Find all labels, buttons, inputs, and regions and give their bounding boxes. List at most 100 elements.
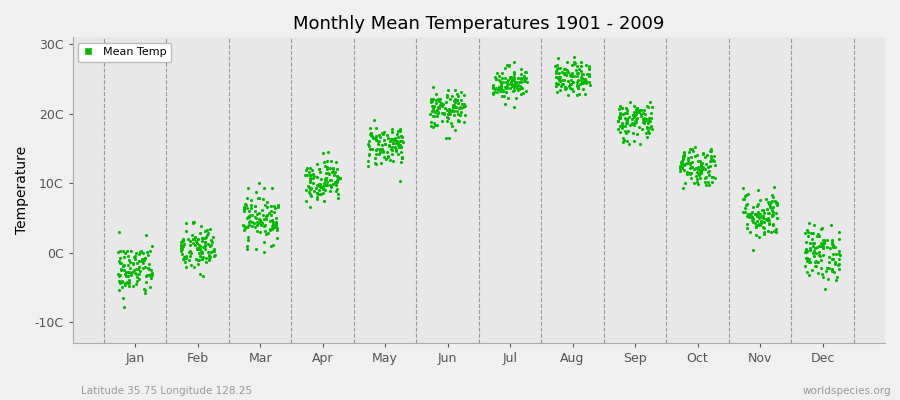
- Point: [368, 136, 382, 143]
- Point: [446, 103, 460, 110]
- Point: [375, 148, 390, 154]
- Point: [237, 206, 251, 212]
- Point: [248, 214, 263, 221]
- Point: [194, 230, 208, 236]
- Point: [142, 248, 157, 254]
- Point: [513, 91, 527, 98]
- Point: [364, 132, 378, 138]
- Point: [815, 274, 830, 280]
- Point: [700, 152, 715, 159]
- Point: [126, 260, 140, 267]
- Point: [320, 164, 334, 170]
- Point: [573, 59, 588, 66]
- Point: [438, 104, 453, 111]
- Point: [493, 82, 508, 89]
- Point: [812, 249, 826, 256]
- Point: [130, 260, 144, 266]
- Point: [516, 90, 530, 96]
- Point: [361, 163, 375, 170]
- Point: [576, 78, 590, 84]
- Point: [112, 286, 126, 293]
- Point: [806, 243, 821, 250]
- Point: [687, 166, 701, 172]
- Point: [514, 84, 528, 90]
- Point: [128, 270, 142, 276]
- Point: [386, 140, 400, 146]
- Point: [673, 168, 688, 174]
- Point: [825, 268, 840, 274]
- Point: [620, 110, 634, 116]
- Point: [675, 164, 689, 170]
- Point: [119, 273, 133, 280]
- Point: [759, 195, 773, 202]
- Point: [766, 194, 780, 200]
- Point: [424, 98, 438, 105]
- Point: [491, 86, 506, 92]
- Point: [627, 120, 642, 126]
- Point: [570, 63, 584, 70]
- Point: [393, 126, 408, 133]
- Point: [832, 256, 846, 262]
- Point: [673, 165, 688, 171]
- Point: [195, 254, 210, 261]
- Point: [754, 207, 769, 214]
- Point: [139, 273, 153, 279]
- Point: [188, 256, 202, 263]
- Point: [138, 264, 152, 270]
- Point: [507, 87, 521, 93]
- Point: [689, 176, 704, 182]
- Point: [384, 146, 399, 152]
- Point: [262, 210, 276, 216]
- Point: [196, 235, 211, 242]
- Point: [630, 114, 644, 121]
- Point: [770, 199, 784, 205]
- Point: [261, 230, 275, 236]
- Point: [562, 83, 576, 89]
- Point: [329, 177, 344, 183]
- Point: [125, 259, 140, 266]
- Point: [440, 114, 454, 121]
- Point: [574, 80, 589, 86]
- Point: [573, 74, 588, 80]
- Point: [451, 118, 465, 125]
- Point: [367, 117, 382, 124]
- Point: [770, 215, 785, 221]
- Point: [802, 220, 816, 227]
- Point: [615, 105, 629, 112]
- Point: [634, 141, 648, 147]
- Point: [385, 129, 400, 136]
- Point: [565, 62, 580, 68]
- Point: [241, 222, 256, 229]
- Point: [749, 224, 763, 230]
- Point: [619, 115, 634, 122]
- Point: [742, 229, 757, 235]
- Point: [508, 94, 523, 101]
- Point: [198, 246, 212, 252]
- Point: [816, 240, 831, 246]
- Point: [201, 241, 215, 247]
- Point: [561, 78, 575, 84]
- Point: [385, 126, 400, 132]
- Point: [243, 218, 257, 224]
- Point: [572, 90, 586, 97]
- Point: [118, 282, 132, 288]
- Point: [512, 86, 526, 92]
- Point: [117, 280, 131, 286]
- Point: [755, 215, 770, 221]
- Point: [515, 85, 529, 91]
- Point: [423, 110, 437, 117]
- Point: [704, 146, 718, 152]
- Point: [690, 179, 705, 186]
- Point: [561, 69, 575, 75]
- Point: [742, 211, 757, 217]
- Point: [693, 158, 707, 164]
- Point: [251, 180, 266, 186]
- Point: [185, 236, 200, 242]
- Text: worldspecies.org: worldspecies.org: [803, 386, 891, 396]
- Point: [174, 247, 188, 254]
- Point: [808, 263, 823, 269]
- Point: [746, 247, 760, 253]
- Point: [508, 78, 523, 85]
- Point: [697, 150, 711, 156]
- Point: [306, 174, 320, 181]
